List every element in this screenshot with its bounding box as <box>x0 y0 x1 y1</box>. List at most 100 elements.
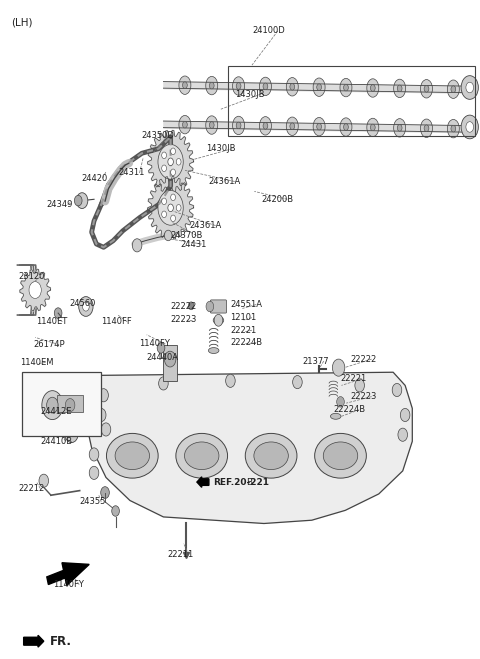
Circle shape <box>101 486 109 498</box>
Circle shape <box>112 505 120 516</box>
Circle shape <box>371 124 375 130</box>
Ellipse shape <box>179 115 191 134</box>
Text: 23120: 23120 <box>19 272 45 281</box>
Circle shape <box>89 467 99 480</box>
Text: 1140ET: 1140ET <box>36 317 68 326</box>
Ellipse shape <box>367 118 379 136</box>
Circle shape <box>101 423 111 436</box>
Ellipse shape <box>340 118 352 136</box>
Circle shape <box>158 377 168 390</box>
Circle shape <box>236 122 241 129</box>
Text: 22223: 22223 <box>350 392 376 401</box>
Ellipse shape <box>315 434 366 478</box>
Text: 24370B: 24370B <box>170 231 203 240</box>
Circle shape <box>89 448 99 461</box>
Text: 21377: 21377 <box>302 357 329 366</box>
Circle shape <box>96 409 106 422</box>
Circle shape <box>47 397 58 413</box>
Circle shape <box>397 125 402 131</box>
Text: 26174P: 26174P <box>33 340 65 349</box>
Text: 1140EM: 1140EM <box>20 358 53 367</box>
Circle shape <box>206 301 214 312</box>
Circle shape <box>332 359 345 376</box>
Circle shape <box>424 86 429 92</box>
Text: 24350D: 24350D <box>142 131 175 140</box>
Polygon shape <box>148 130 193 193</box>
Circle shape <box>451 125 456 132</box>
Ellipse shape <box>313 117 325 136</box>
Circle shape <box>214 314 223 326</box>
Text: 22221: 22221 <box>230 326 257 335</box>
Text: 22224B: 22224B <box>230 338 263 347</box>
Circle shape <box>164 230 172 241</box>
Ellipse shape <box>260 117 271 135</box>
Ellipse shape <box>286 117 298 136</box>
Circle shape <box>466 122 474 132</box>
Circle shape <box>461 76 479 100</box>
Ellipse shape <box>233 116 245 134</box>
Ellipse shape <box>323 442 358 470</box>
Circle shape <box>466 82 474 93</box>
Ellipse shape <box>286 78 298 96</box>
Circle shape <box>168 204 173 212</box>
Circle shape <box>397 85 402 92</box>
Ellipse shape <box>179 76 191 94</box>
Bar <box>22 372 101 436</box>
Ellipse shape <box>340 78 352 97</box>
Circle shape <box>158 144 183 179</box>
Text: 22222: 22222 <box>170 302 197 311</box>
Circle shape <box>79 297 93 316</box>
Circle shape <box>164 351 176 367</box>
Ellipse shape <box>206 116 218 134</box>
Circle shape <box>74 195 82 206</box>
Ellipse shape <box>245 434 297 478</box>
Polygon shape <box>84 372 412 523</box>
Ellipse shape <box>176 434 228 478</box>
Circle shape <box>171 169 176 175</box>
Ellipse shape <box>115 442 150 470</box>
Circle shape <box>162 211 167 217</box>
Circle shape <box>83 302 89 311</box>
Text: 22224B: 22224B <box>333 405 365 415</box>
Circle shape <box>355 379 364 392</box>
Circle shape <box>371 85 375 92</box>
Circle shape <box>344 84 348 91</box>
Text: 24440A: 24440A <box>147 353 179 362</box>
Ellipse shape <box>367 79 379 97</box>
Circle shape <box>54 308 62 318</box>
Text: 24551A: 24551A <box>230 300 263 309</box>
Circle shape <box>263 83 268 90</box>
Ellipse shape <box>447 80 459 98</box>
Circle shape <box>290 84 295 90</box>
Circle shape <box>209 122 214 129</box>
Circle shape <box>65 424 78 443</box>
Text: 24431: 24431 <box>180 239 206 248</box>
Text: (LH): (LH) <box>11 18 33 28</box>
Ellipse shape <box>313 78 325 96</box>
FancyArrow shape <box>24 635 44 647</box>
Circle shape <box>182 82 187 88</box>
Polygon shape <box>20 269 50 311</box>
Circle shape <box>29 281 41 299</box>
Circle shape <box>99 389 108 402</box>
Text: 24361A: 24361A <box>209 177 241 186</box>
Text: 22223: 22223 <box>170 315 197 324</box>
Text: 22222: 22222 <box>350 355 376 364</box>
Circle shape <box>461 115 479 139</box>
Circle shape <box>158 190 183 225</box>
Ellipse shape <box>394 79 406 98</box>
Bar <box>228 67 475 136</box>
Ellipse shape <box>233 77 245 95</box>
Text: 24412E: 24412E <box>40 407 72 416</box>
Circle shape <box>42 391 63 420</box>
Ellipse shape <box>330 413 341 419</box>
Text: 24361A: 24361A <box>190 221 222 230</box>
Text: B: B <box>246 478 252 486</box>
Circle shape <box>171 194 176 200</box>
Circle shape <box>176 204 181 211</box>
Text: 24355: 24355 <box>80 498 106 506</box>
Circle shape <box>400 409 410 422</box>
Ellipse shape <box>420 80 432 98</box>
Circle shape <box>317 84 322 90</box>
Text: 22221: 22221 <box>340 374 367 384</box>
